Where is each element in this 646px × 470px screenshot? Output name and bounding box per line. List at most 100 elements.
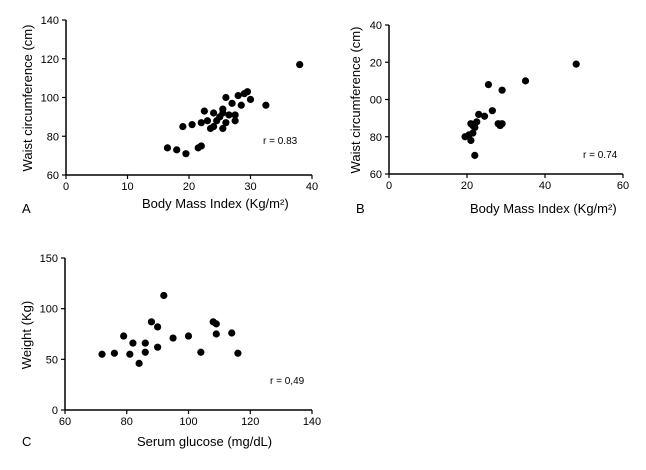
panel-label: B [356,201,365,216]
data-point [129,339,137,347]
y-tick-label: 140 [41,15,59,27]
data-point [234,349,242,357]
data-point [188,121,196,129]
data-point [231,117,239,125]
y-tick-label: 40 [370,20,382,32]
data-point [98,350,106,358]
data-point [197,119,205,127]
data-point [141,348,149,356]
y-tick-label: 00 [370,95,382,107]
data-point [469,129,477,137]
data-point [467,136,475,145]
x-tick-label: 120 [241,416,259,428]
data-point [498,120,506,128]
x-tick-label: 60 [59,416,71,428]
x-tick-label: 30 [244,181,256,193]
data-point [234,91,242,100]
y-tick-label: 60 [370,169,382,181]
data-point [471,151,479,159]
x-tick-label: 0 [386,180,392,192]
data-point [110,349,118,357]
x-tick-label: 20 [183,181,195,193]
data-point [475,110,483,118]
panel-label: A [22,201,31,216]
data-point [141,339,149,347]
data-point [296,60,304,69]
panel-c: 60 80 100 120 140 0 50 100 150 Serum glucose (mg/… [19,253,321,449]
x-axis-label: Body Mass Index (Kg/m²) [470,201,617,216]
x-axis-label: Body Mass Index (Kg/m²) [142,196,289,211]
data-point [173,146,181,154]
correlation-annotation: r = 0.83 [263,136,298,147]
data-point [480,112,489,120]
data-point [246,95,255,104]
data-point [160,291,168,300]
x-tick-label: 80 [121,416,133,428]
y-tick-label: 100 [41,93,59,105]
data-point [222,93,230,102]
x-tick-label: 100 [179,416,197,428]
data-point [572,60,580,68]
data-point [237,101,245,109]
x-tick-label: 60 [617,180,629,192]
data-point [197,348,205,356]
data-point [473,118,481,126]
data-point [225,111,233,119]
y-tick-label: 60 [47,170,59,182]
data-point [212,330,220,338]
data-point [498,86,506,94]
data-point [231,111,239,119]
panel-b: 0 20 40 60 60 80 00 20 40 Body Mass Index (Kg/m²)… [348,20,629,216]
x-tick-label: 20 [461,180,473,192]
x-tick-label: 10 [121,181,133,193]
data-point [521,77,530,85]
y-tick-label: 150 [40,253,58,265]
data-point [203,117,212,125]
data-point [210,122,218,131]
panel-label: C [22,434,31,449]
x-tick-label: 0 [63,181,69,193]
data-point [219,124,227,133]
data-point [228,99,236,107]
x-axis-label: Serum glucose (mg/dL) [137,434,272,449]
x-tick-label: 40 [306,181,318,193]
y-tick-label: 50 [46,354,58,366]
data-point [120,332,128,340]
data-point [147,318,156,326]
x-tick-label: 140 [303,416,321,428]
data-point [154,343,162,351]
data-point [200,107,208,115]
data-point [182,150,190,158]
y-tick-label: 80 [370,132,382,144]
y-tick-label: 20 [370,57,382,69]
data-point [197,142,205,150]
y-axis-label: Waist circumference (cm) [348,27,363,174]
data-point [484,81,493,89]
y-axis-label: Waist circumference (cm) [20,25,35,172]
x-tick-label: 40 [539,180,551,192]
y-tick-label: 0 [52,405,58,417]
y-tick-label: 80 [47,131,59,143]
data-point [471,123,479,132]
y-tick-label: 100 [40,304,58,316]
data-point [243,88,252,96]
data-point [154,323,162,331]
correlation-annotation: r = 0.74 [583,150,618,161]
panel-a: 0 10 20 30 40 60 80 100 120 140 Body Mass Index (K… [20,15,318,216]
data-point [210,109,218,117]
data-point [135,359,143,367]
y-tick-label: 120 [41,54,59,66]
data-point [219,105,227,113]
data-point [262,101,270,109]
data-point [163,144,172,152]
data-point [228,329,236,337]
data-point [488,107,496,115]
y-axis-label: Weight (Kg) [19,301,34,369]
correlation-annotation: r = 0,49 [270,376,305,387]
data-point [222,119,230,127]
data-point [126,350,134,358]
data-point [184,332,193,340]
data-point [179,122,187,131]
data-point [212,320,220,328]
